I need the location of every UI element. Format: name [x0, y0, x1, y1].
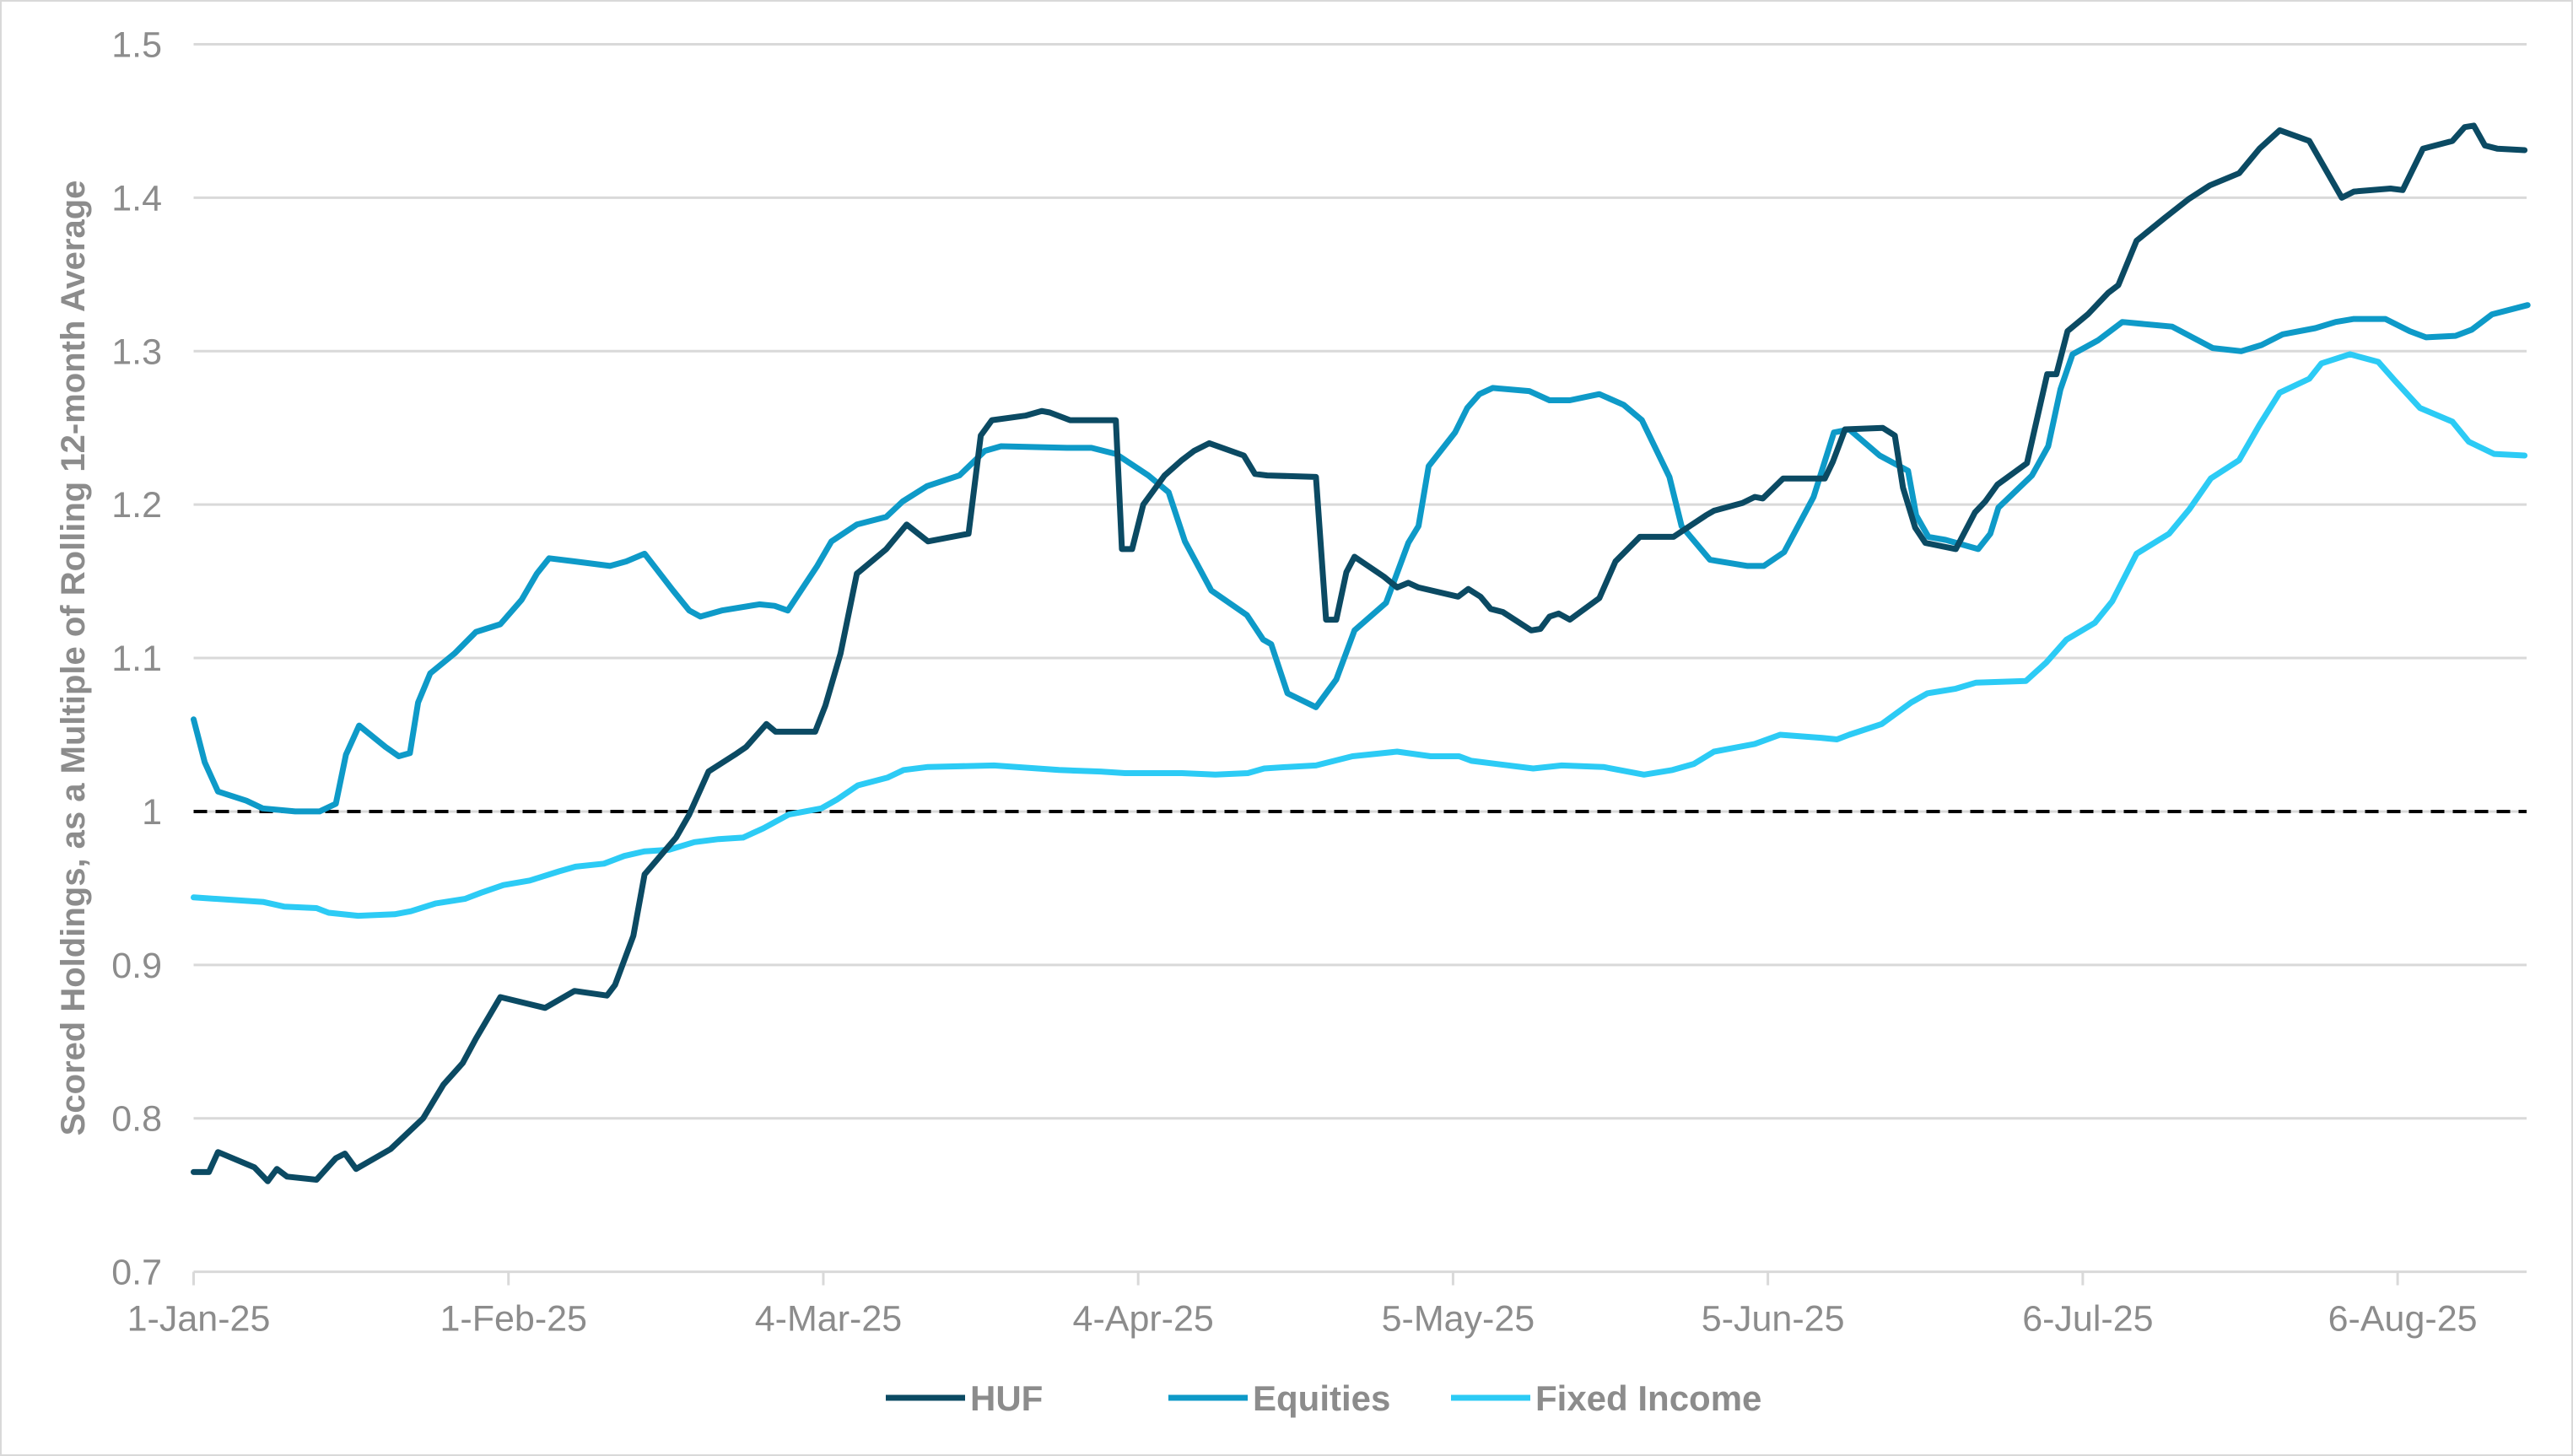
- series-line-equities: [191, 302, 2531, 815]
- y-tick-label: 1.5: [111, 25, 162, 66]
- series-lines: [191, 122, 2531, 1184]
- gridlines: [193, 43, 2527, 1274]
- y-axis-ticks: 0.7 0.8 0.9 1 1.1 1.2 1.3 1.4 1.5: [111, 25, 162, 1293]
- y-tick-label: 1.2: [111, 485, 162, 526]
- y-tick-label: 1.3: [111, 332, 162, 372]
- x-tick-label: 5-Jun-25: [1702, 1299, 1845, 1340]
- series-line-fixed-income: [191, 351, 2528, 919]
- y-tick-label: 1: [142, 792, 162, 833]
- x-tick-label: 1-Jan-25: [127, 1299, 271, 1340]
- y-tick-label: 0.9: [111, 946, 162, 986]
- x-tick-label: 6-Jul-25: [2022, 1299, 2153, 1340]
- legend-label-fixed-income: Fixed Income: [1535, 1378, 1761, 1418]
- y-tick-label: 1.1: [111, 639, 162, 679]
- legend-label-huf: HUF: [970, 1378, 1043, 1418]
- x-tick-label: 4-Mar-25: [755, 1299, 902, 1340]
- series-line-huf: [191, 122, 2528, 1184]
- legend: HUF Equities Fixed Income: [886, 1378, 1761, 1418]
- x-tick-label: 6-Aug-25: [2328, 1299, 2478, 1340]
- x-axis: 1-Jan-25 1-Feb-25 4-Mar-25 4-Apr-25 5-May-25…: [127, 1271, 2478, 1340]
- x-tick-label: 1-Feb-25: [440, 1299, 586, 1340]
- legend-label-equities: Equities: [1253, 1378, 1390, 1418]
- x-tick-label: 5-May-25: [1382, 1299, 1535, 1340]
- y-axis-title: Scored Holdings, as a Multiple of Rollin…: [55, 181, 92, 1136]
- y-tick-label: 0.7: [111, 1253, 162, 1293]
- x-tick-label: 4-Apr-25: [1073, 1299, 1214, 1340]
- y-tick-label: 1.4: [111, 178, 162, 218]
- y-tick-label: 0.8: [111, 1099, 162, 1140]
